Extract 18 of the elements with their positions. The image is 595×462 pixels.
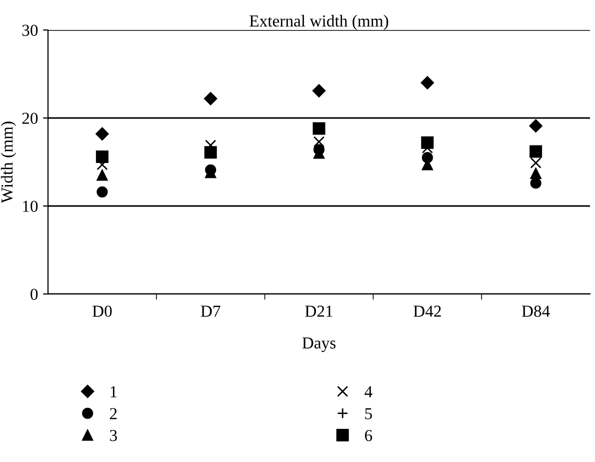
legend-label: 4 [364,386,372,398]
y-tick-label: 30 [22,24,38,36]
legend-label: 3 [110,430,117,442]
legend-label: 2 [110,408,117,420]
x-tick-label: D0 [92,306,112,317]
x-tick-label: D84 [522,306,550,317]
y-tick-label: 20 [22,112,38,124]
x-tick-label: D7 [200,306,220,317]
y-tick-label: 10 [23,200,38,212]
legend-label: 1 [110,386,117,398]
y-axis-title: Width (mm) [0,122,16,204]
x-tick-label: D21 [305,306,332,317]
y-tick-label: 0 [30,288,38,300]
x-axis-title: Days [302,337,336,352]
chart-title: External width (mm) [250,14,388,30]
legend-label: 5 [365,408,372,420]
legend-label: 6 [364,430,372,442]
x-tick-label: D42 [414,306,441,317]
